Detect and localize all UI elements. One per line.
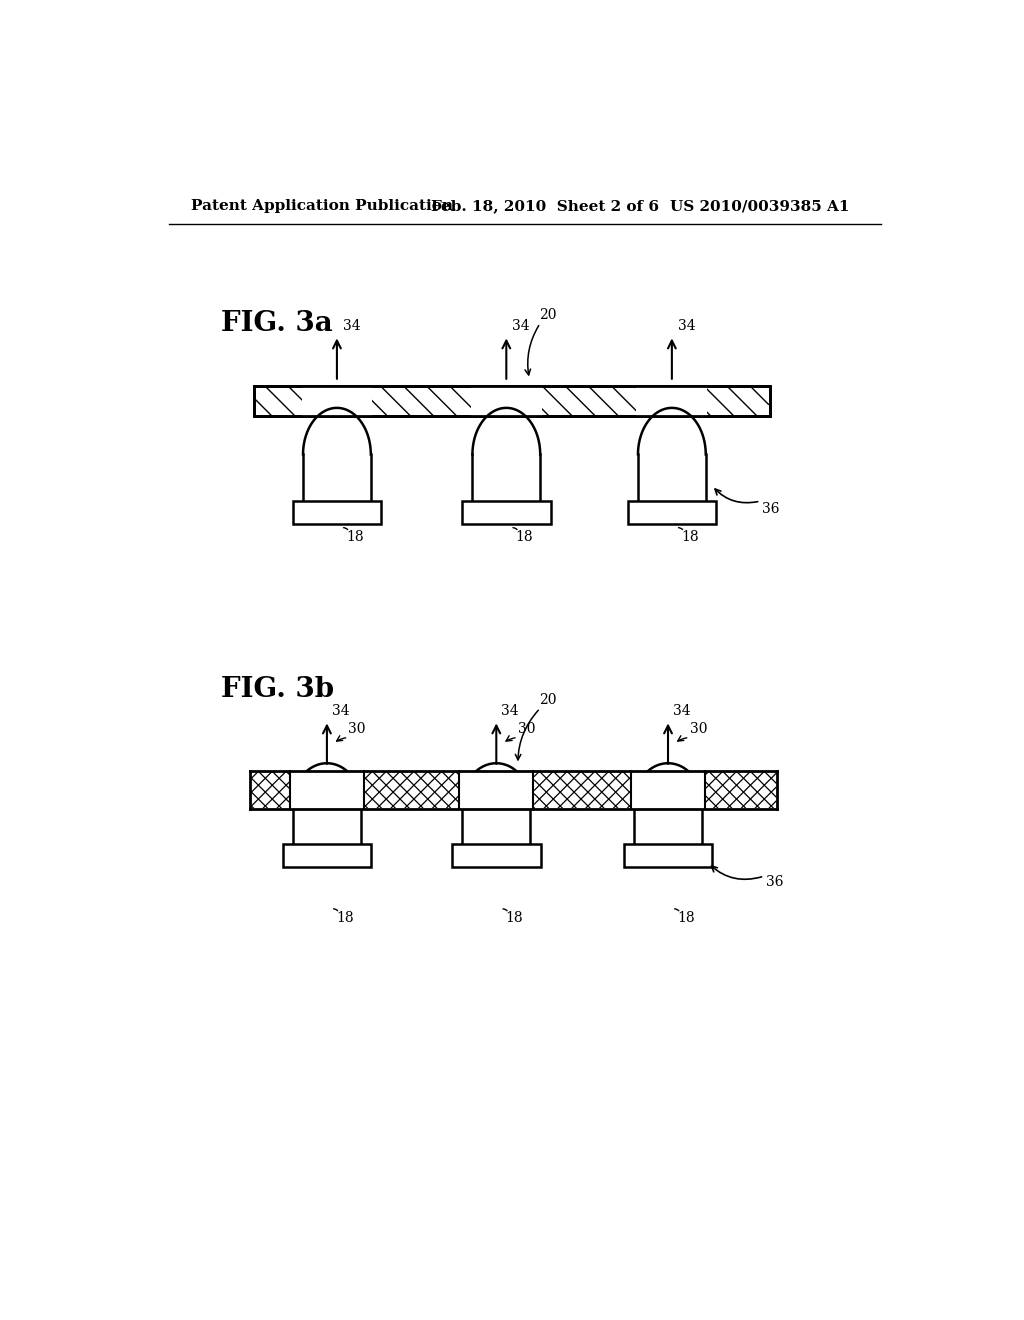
Text: 20: 20 (539, 693, 556, 706)
Bar (283, 843, 371, 867)
Text: 30: 30 (518, 722, 536, 737)
Bar (290, 771, 364, 809)
Bar (301, 385, 373, 416)
Text: 36: 36 (766, 875, 783, 890)
Bar (637, 385, 708, 416)
Text: 20: 20 (539, 308, 556, 322)
Bar (705, 771, 777, 809)
Text: 34: 34 (332, 704, 349, 718)
Text: FIG. 3b: FIG. 3b (221, 676, 335, 704)
Bar (534, 771, 631, 809)
Text: 34: 34 (343, 319, 360, 333)
Bar (624, 843, 713, 867)
Bar (452, 843, 541, 867)
Text: Patent Application Publication: Patent Application Publication (190, 199, 453, 213)
Text: 34: 34 (501, 704, 518, 718)
Bar (631, 771, 705, 809)
Text: 34: 34 (512, 319, 530, 333)
Bar (628, 502, 716, 524)
Text: 30: 30 (689, 722, 708, 737)
Text: US 2010/0039385 A1: US 2010/0039385 A1 (670, 199, 849, 213)
Text: 18: 18 (681, 531, 698, 544)
Text: FIG. 3a: FIG. 3a (221, 310, 333, 338)
Bar (462, 502, 551, 524)
Bar (364, 771, 460, 809)
Text: 34: 34 (673, 704, 690, 718)
Text: 18: 18 (506, 911, 523, 925)
Text: 18: 18 (515, 531, 534, 544)
Text: 18: 18 (346, 531, 364, 544)
Bar (254, 385, 770, 416)
Bar (254, 385, 770, 416)
Text: 36: 36 (762, 502, 779, 516)
Text: Feb. 18, 2010  Sheet 2 of 6: Feb. 18, 2010 Sheet 2 of 6 (431, 199, 658, 213)
Bar (471, 385, 542, 416)
Bar (250, 771, 290, 809)
Text: 18: 18 (677, 911, 695, 925)
Text: 30: 30 (348, 722, 366, 737)
Text: 34: 34 (678, 319, 695, 333)
Text: 18: 18 (336, 911, 353, 925)
Bar (293, 502, 381, 524)
Bar (460, 771, 534, 809)
